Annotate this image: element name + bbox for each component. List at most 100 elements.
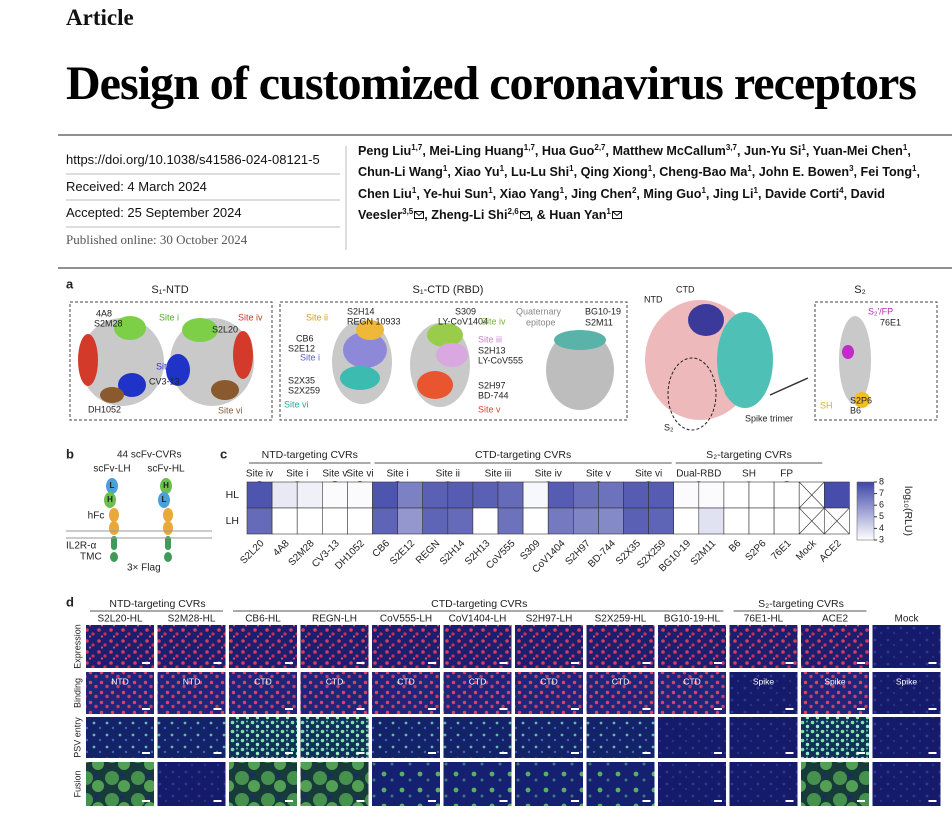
micrograph: [443, 717, 512, 758]
author: Jing Li1: [713, 186, 765, 201]
domain: [163, 508, 173, 522]
heatmap-cell: [698, 481, 725, 509]
site-label: Site iii: [485, 469, 512, 480]
structure-surface: [842, 345, 854, 359]
heatmap-cell: [296, 481, 323, 509]
author: Qing Xiong1: [581, 165, 660, 180]
column-label: S2H14: [438, 538, 468, 568]
affiliation: 1: [606, 207, 611, 217]
micrograph: [801, 717, 869, 758]
author-name: John E. Bowen: [758, 165, 850, 180]
scale-bar: [142, 662, 150, 664]
scale-bar: [642, 752, 651, 754]
structure-label: REGN 10933: [347, 316, 401, 326]
row-label: PSV entry: [72, 717, 82, 758]
column-label: CB6-HL: [245, 614, 281, 625]
dashed-box: [814, 301, 938, 421]
structure-label: S2L20: [212, 324, 238, 334]
scale-bar: [213, 662, 222, 664]
heatmap-cell: [347, 507, 373, 535]
micrograph: [86, 762, 154, 806]
site-label: Site ii: [436, 469, 460, 480]
cross: [798, 481, 825, 509]
arrow: [769, 377, 809, 396]
author-name: Yuan-Mei Chen: [812, 144, 903, 158]
column-label: S2L20: [238, 538, 267, 567]
structure-label: SH: [820, 400, 833, 410]
structure-label: CTD: [676, 284, 695, 294]
affiliation: 1: [701, 185, 706, 195]
author: Davide Corti4: [765, 186, 851, 201]
column-label: Mock: [794, 538, 819, 563]
author-name: Zheng-Li Shi: [431, 208, 508, 223]
binding-label: CTD: [254, 676, 271, 686]
micrograph: [157, 717, 226, 758]
structure-label: CV3-13: [149, 376, 180, 386]
site-label: Site v: [586, 469, 611, 480]
column-label: B6: [727, 538, 744, 555]
heatmap-cell: [497, 507, 524, 535]
panel-label: d: [66, 594, 74, 609]
colorbar-tick-label: 3: [879, 534, 884, 544]
conjunction: &: [536, 208, 546, 223]
affiliation: 3,7: [725, 142, 737, 152]
author: Matthew McCallum3,7: [613, 142, 744, 158]
structure-label: Site vi: [218, 405, 243, 415]
scale-bar: [213, 752, 222, 754]
heatmap-cell: [648, 507, 674, 535]
site-label: Site vi: [635, 469, 662, 480]
heatmap-cell: [547, 507, 574, 535]
scale-bar: [285, 752, 293, 754]
domain: [110, 552, 118, 562]
micrograph: [658, 762, 726, 806]
heatmap-cell: [598, 481, 624, 509]
binding-label: Spike: [824, 676, 846, 686]
structure-surface: [211, 380, 239, 400]
binding-label: NTD: [183, 676, 200, 686]
scale-bar: [857, 662, 865, 664]
author-name: Huan Yan: [549, 208, 607, 223]
structure-label: S2P6: [850, 395, 872, 405]
heatmap-cell: [723, 507, 750, 535]
affiliation: 1: [902, 142, 908, 152]
panel-label: c: [220, 446, 227, 461]
micrograph: [729, 717, 798, 758]
author: Jing Chen2: [571, 186, 643, 201]
mail-icon: [519, 211, 530, 220]
affiliation: 1: [559, 185, 565, 195]
micrograph: [729, 762, 798, 806]
article-title: Design of customized coronavirus recepto…: [66, 57, 916, 110]
binding-label: CTD: [469, 676, 486, 686]
group-header: CTD-targeting CVRs: [431, 598, 527, 610]
author-name: Peng Liu: [358, 144, 412, 158]
group-header: S₂-targeting CVRs: [758, 598, 844, 610]
micrograph: [515, 717, 583, 758]
author: Fei Tong1: [861, 165, 920, 180]
column-label: ACE2: [818, 538, 845, 565]
binding-label: CTD: [612, 676, 629, 686]
heatmap-cell: [472, 507, 499, 535]
scale-bar: [642, 800, 651, 802]
site-label: Site iv: [535, 469, 562, 480]
author: & Huan Yan1: [537, 208, 622, 222]
micrograph: [586, 762, 655, 806]
heatmap-cell: [321, 481, 348, 509]
affiliation: 1: [411, 185, 417, 195]
scale-bar: [428, 662, 436, 664]
scale-bar: [785, 662, 794, 664]
received-date: Received: 4 March 2024: [66, 179, 207, 194]
domain: [106, 478, 118, 494]
format-label: scFv-HL: [147, 464, 185, 475]
structure-label: 76E1: [880, 317, 901, 327]
author-name: Mei-Ling Huang: [429, 144, 524, 158]
heatmap-cell: [397, 481, 424, 509]
micrograph: [586, 672, 655, 714]
binding-label: NTD: [111, 676, 128, 686]
heatmap-cell: [572, 481, 599, 509]
heatmap-cell: [472, 481, 499, 509]
affiliation: 2,6: [507, 207, 519, 217]
domain: [104, 492, 116, 508]
heatmap-cell: [673, 481, 700, 509]
column-label: S2E12: [388, 538, 417, 567]
micrograph: [372, 625, 440, 668]
